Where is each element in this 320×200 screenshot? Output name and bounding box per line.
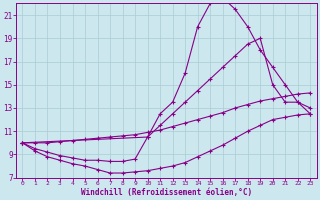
X-axis label: Windchill (Refroidissement éolien,°C): Windchill (Refroidissement éolien,°C) (81, 188, 252, 197)
